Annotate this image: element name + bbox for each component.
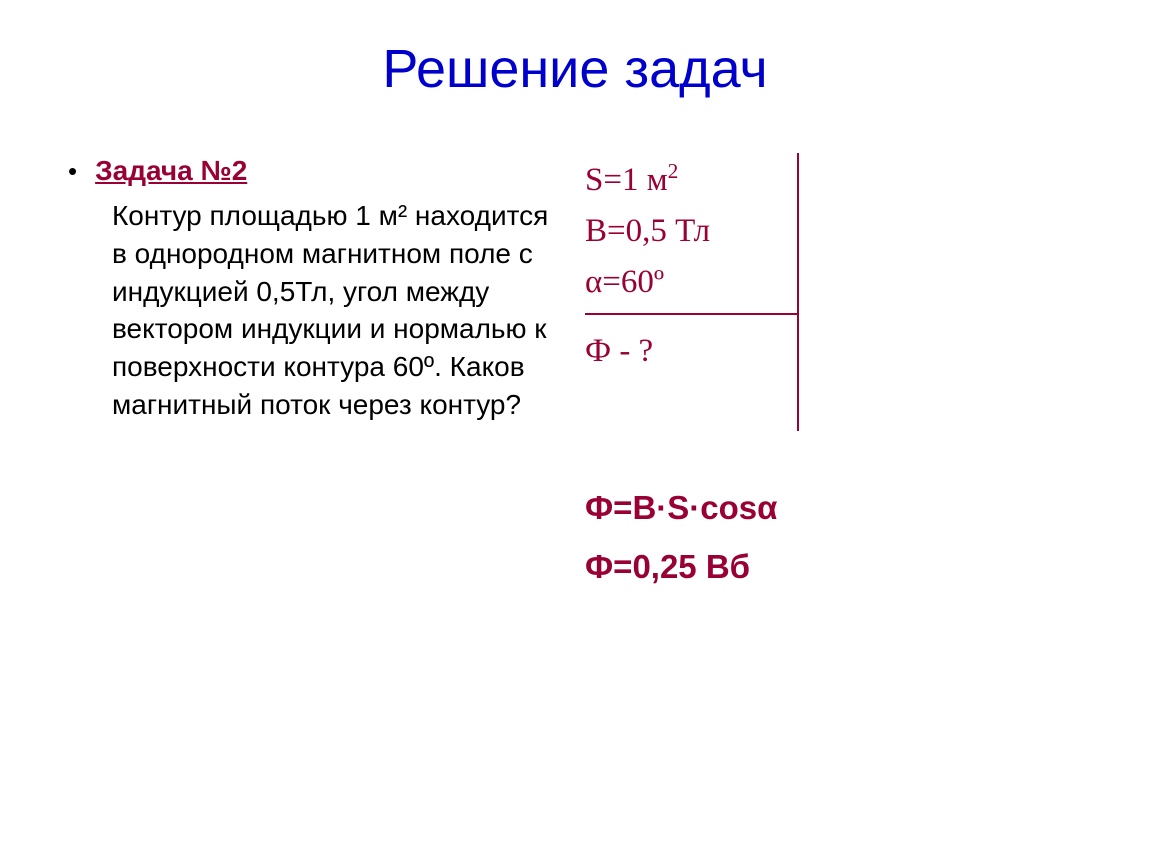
result: Ф=0,25 Вб <box>585 537 1090 596</box>
horizontal-divider <box>585 313 797 315</box>
problem-text: Контур площадью 1 м² находится в однород… <box>112 197 555 424</box>
given-block: S=1 м2 B=0,5 Тл α=60º Ф - ? <box>585 155 1090 378</box>
slide-content: • Задача №2 Контур площадью 1 м² находит… <box>0 100 1150 596</box>
formula: Ф=B·S·cosα <box>585 478 1090 537</box>
slide-title: Решение задач <box>0 0 1150 100</box>
bullet-icon: • <box>68 156 77 187</box>
given-line-1: S=1 м2 <box>585 155 1090 206</box>
given-line-3: α=60º <box>585 257 1090 308</box>
formula-block: Ф=B·S·cosα Ф=0,25 Вб <box>585 478 1090 597</box>
left-column: • Задача №2 Контур площадью 1 м² находит… <box>60 155 575 596</box>
right-column: S=1 м2 B=0,5 Тл α=60º Ф - ? Ф=B·S·cosα Ф… <box>575 155 1090 596</box>
given-unknown: Ф - ? <box>585 326 1090 377</box>
given-line-2: B=0,5 Тл <box>585 206 1090 257</box>
task-heading-row: • Задача №2 <box>60 155 555 187</box>
task-label: Задача №2 <box>95 155 247 187</box>
